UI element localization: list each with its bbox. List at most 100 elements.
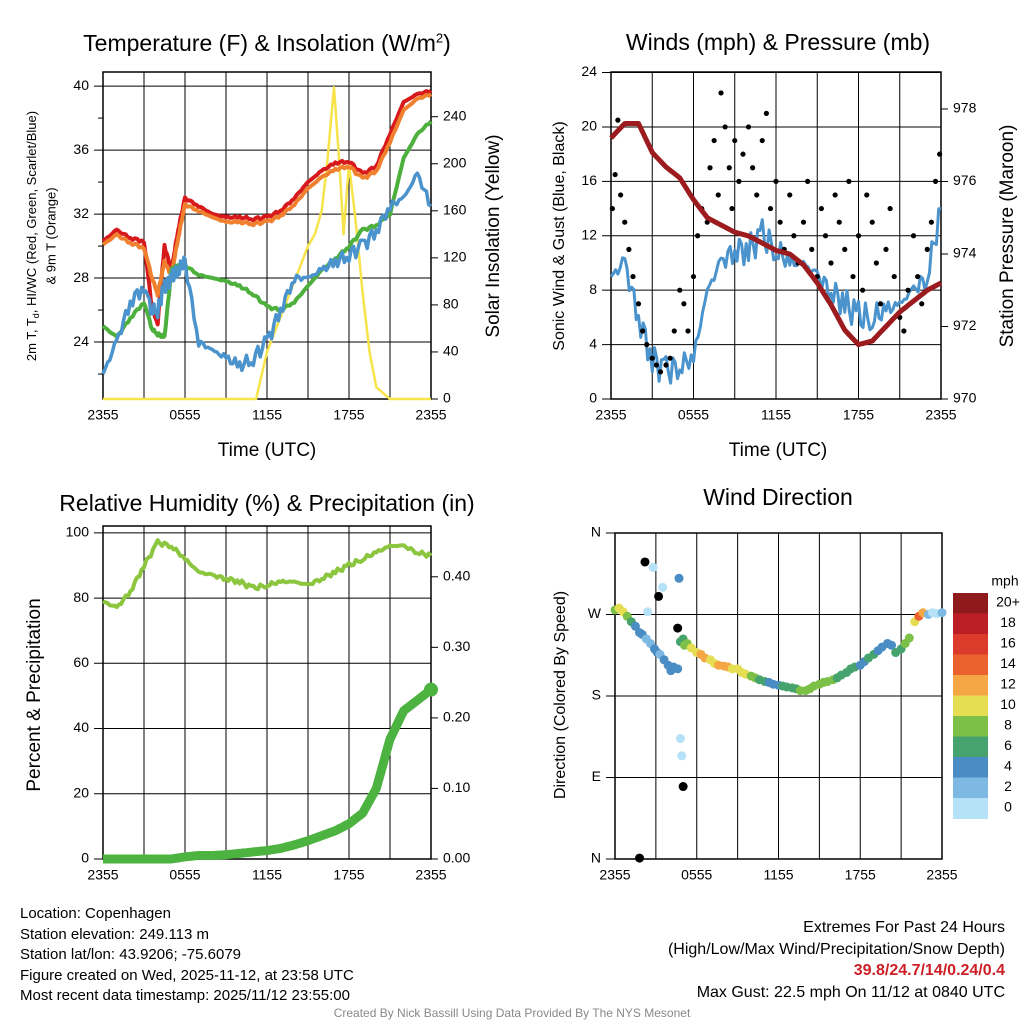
gust-point [715,192,721,198]
y-tick-label: 32 [73,205,89,221]
x-tick-label: 1755 [843,407,874,423]
gust-point [877,301,884,307]
gust-point [777,219,783,225]
max-gust-text: Max Gust: 22.5 mph On 11/12 at 0840 UTC [696,983,1005,1001]
temperature-chart-title: Temperature (F) & Insolation (W/m2) [83,30,451,56]
gust-point [667,355,673,361]
x-tick-label: 0555 [169,407,200,423]
y-axis-label-subscript: d [31,313,41,318]
gust-point [653,362,659,368]
gust-point [883,246,889,252]
legend-swatch [953,757,988,778]
legend-label: 16 [1000,635,1016,651]
gust-point [873,260,879,266]
wind-direction-point [678,782,688,792]
gust-point [722,124,728,130]
gust-point [846,178,852,184]
x-tick-label: 1155 [763,867,793,883]
gust-point [791,233,797,239]
legend-label: 14 [1000,655,1016,671]
gust-point [842,246,848,252]
gust-point [850,273,856,280]
right-y-tick-label: 40 [443,343,459,359]
gust-point [759,137,765,144]
gust-point [729,205,735,212]
x-tick-label: 1755 [333,867,364,883]
plot-frame [102,71,432,400]
right-y-tick-label: 0.10 [443,779,470,795]
gust-point [910,233,917,239]
precipitation-line [100,686,434,864]
gust-point [924,246,930,252]
gust-point [640,328,646,334]
x-tick-label: 1755 [333,407,364,423]
wind-direction-point [640,557,650,567]
gust-point [644,341,650,348]
gust-point [836,219,842,225]
gust-point [635,301,642,307]
x-tick-label: 2355 [595,407,626,423]
gust-point [901,328,907,334]
gust-point [754,192,760,198]
x-tick-label: 1155 [252,867,282,883]
right-y-tick-label: 974 [953,245,977,261]
y-tick-label: 24 [73,333,89,349]
gust-point [915,273,921,280]
credit-text: Created By Nick Bassill Using Data Provi… [333,1006,691,1020]
legend-swatch [953,736,988,758]
gust-point [800,219,807,225]
gust-point [763,110,769,116]
gust-point [685,328,691,334]
heat-index-windchill-line [101,171,432,375]
y-tick-label: 0 [589,390,597,406]
y-tick-label: 24 [581,63,597,79]
gust-point [787,192,793,198]
gust-point [671,328,677,334]
wind-direction-point [648,562,658,572]
y-tick-label: 0 [81,850,89,866]
legend-swatch [953,798,988,819]
relative-humidity-line [102,538,433,610]
x-tick-label: 2355 [926,867,957,883]
right-y-tick-label: 976 [953,172,977,188]
wind-direction-point [673,664,683,674]
right-y-tick-label: 120 [443,249,467,265]
sonic-wind-line [609,207,942,385]
y-tick-label: 20 [581,118,597,134]
gust-point [740,151,746,157]
gust-point [869,219,875,225]
x-tick-label: 1755 [845,867,876,883]
legend-label: 12 [1000,676,1016,692]
x-tick-label: 2355 [599,867,630,883]
location-text: Location: Copenhagen [20,905,171,922]
created-text: Figure created on Wed, 2025-11-12, at 23… [20,966,354,984]
y-tick-label: 80 [73,589,89,605]
elevation-text: Station elevation: 249.113 m [20,925,210,943]
y-tick-label: 100 [66,524,90,540]
wind-direction-point [673,623,683,633]
right-y-tick-label: 0 [443,390,451,406]
legend-swatch [953,634,988,655]
gust-point [630,273,636,280]
dewpoint-line [101,120,433,339]
wind-direction-point [654,591,664,601]
right-y-axis-label: Solar Insolation (Yellow) [483,134,504,337]
y-tick-label: N [591,524,601,540]
right-y-tick-label: 970 [953,390,977,406]
gust-point [690,273,697,280]
wind-direction-point [675,734,685,744]
right-y-tick-label: 978 [953,100,977,116]
y-tick-label: 28 [73,269,89,285]
gust-point [809,246,815,252]
station-pressure-line [609,121,943,348]
wind-direction-point [658,582,668,592]
gust-point [695,233,701,239]
legend-label: 10 [1000,696,1016,712]
y-tick-label: E [592,768,601,784]
y-tick-label: 40 [73,77,89,93]
legend-label: 6 [1004,737,1012,753]
right-y-axis-label: Station Pressure (Maroon) [997,125,1018,348]
precipitation-endpoint [424,682,438,697]
x-tick-label: 2355 [87,867,118,883]
winds-chart-title: Winds (mph) & Pressure (mb) [625,29,931,55]
